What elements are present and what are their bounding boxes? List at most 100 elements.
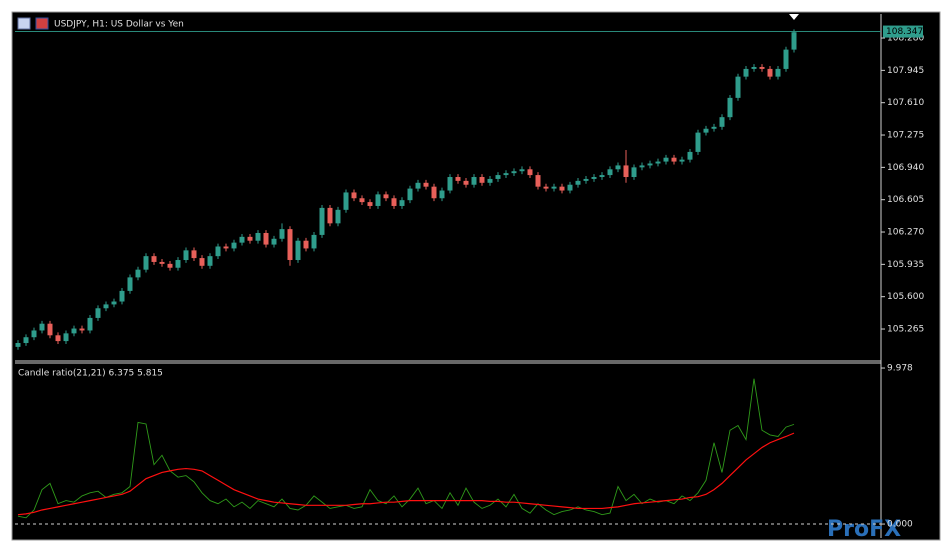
candle-body bbox=[223, 246, 229, 249]
candle-body bbox=[327, 207, 333, 224]
y-tick-label: 105.600 bbox=[887, 292, 924, 302]
candle-body bbox=[359, 198, 365, 203]
candle-body bbox=[79, 328, 85, 331]
candle-body bbox=[639, 165, 645, 168]
symbol-icon bbox=[17, 17, 31, 30]
candle-body bbox=[751, 66, 757, 69]
candle-body bbox=[503, 173, 509, 176]
candle-body bbox=[47, 323, 53, 336]
candle-body bbox=[151, 256, 157, 262]
y-tick-label: 9.978 bbox=[887, 364, 913, 374]
candle-body bbox=[303, 240, 309, 249]
candle-body bbox=[63, 333, 69, 342]
candle-body bbox=[423, 182, 429, 187]
y-tick-label: 107.275 bbox=[887, 131, 924, 141]
candle-body bbox=[663, 157, 669, 162]
candle-body bbox=[239, 236, 245, 243]
candle-body bbox=[351, 192, 357, 199]
candle-body bbox=[383, 194, 389, 199]
candle-body bbox=[543, 186, 549, 189]
candle-body bbox=[191, 250, 197, 259]
candle-body bbox=[103, 304, 109, 309]
candle-body bbox=[287, 229, 293, 261]
candle-body bbox=[535, 175, 541, 187]
candle-body bbox=[39, 323, 45, 331]
candle-body bbox=[591, 177, 597, 179]
candle-body bbox=[367, 202, 373, 206]
candle-body bbox=[455, 177, 461, 181]
last-price-box bbox=[883, 25, 923, 38]
candle-body bbox=[119, 290, 125, 302]
candle-body bbox=[15, 343, 21, 347]
candle-body bbox=[575, 180, 581, 185]
candle-body bbox=[551, 186, 557, 189]
candle-body bbox=[199, 258, 205, 266]
candle-body bbox=[767, 68, 773, 77]
candle-body bbox=[671, 157, 677, 162]
candle-body bbox=[263, 232, 269, 245]
candle-body bbox=[143, 256, 149, 270]
candle-body bbox=[295, 240, 301, 261]
candle-body bbox=[335, 209, 341, 224]
candle-body bbox=[87, 317, 93, 331]
chart-frame bbox=[11, 11, 941, 541]
candle-body bbox=[375, 194, 381, 206]
shift-marker bbox=[789, 14, 799, 20]
candle-body bbox=[343, 192, 349, 210]
candle-body bbox=[231, 242, 237, 249]
candle-body bbox=[159, 261, 165, 264]
candle-body bbox=[719, 117, 725, 127]
candle-body bbox=[311, 234, 317, 249]
candle-body bbox=[71, 328, 77, 334]
candle-body bbox=[631, 167, 637, 178]
candle-body bbox=[495, 175, 501, 179]
candle-body bbox=[759, 66, 765, 69]
y-tick-label: 106.940 bbox=[887, 163, 924, 173]
y-tick-label: 108.280 bbox=[887, 34, 924, 44]
candle-body bbox=[399, 200, 405, 206]
candle-body bbox=[647, 163, 653, 166]
y-tick-label: 0.000 bbox=[887, 520, 913, 530]
candle-body bbox=[607, 169, 613, 176]
candle-body bbox=[599, 175, 605, 178]
candle-body bbox=[583, 178, 589, 181]
candle-body bbox=[447, 177, 453, 191]
candle-body bbox=[655, 161, 661, 164]
candle-body bbox=[519, 169, 525, 172]
candle-body bbox=[615, 165, 621, 170]
indicator-title: Candle ratio(21,21) 6.375 5.815 bbox=[18, 369, 163, 379]
y-tick-label: 107.945 bbox=[887, 66, 924, 76]
candle-body bbox=[559, 186, 565, 191]
candle-body bbox=[207, 256, 213, 266]
flag-icon bbox=[35, 17, 49, 30]
candle-body bbox=[679, 159, 685, 162]
candle-body bbox=[55, 335, 61, 342]
y-tick-label: 105.265 bbox=[887, 325, 924, 335]
candle-body bbox=[511, 171, 517, 174]
candle-body bbox=[703, 128, 709, 133]
candle-body bbox=[407, 188, 413, 201]
candle-body bbox=[167, 263, 173, 268]
candle-body bbox=[23, 337, 29, 344]
y-tick-label: 107.610 bbox=[887, 98, 924, 108]
candle-body bbox=[127, 277, 133, 291]
candle-body bbox=[567, 184, 573, 191]
candle-body bbox=[279, 229, 285, 239]
candle-body bbox=[727, 97, 733, 118]
candle-body bbox=[391, 198, 397, 206]
candle-body bbox=[471, 177, 477, 185]
y-tick-label: 106.270 bbox=[887, 228, 924, 238]
candle-body bbox=[111, 301, 117, 305]
candle-body bbox=[183, 250, 189, 261]
watermark: ProFX bbox=[827, 517, 901, 542]
candle-body bbox=[255, 232, 261, 241]
candle-body bbox=[271, 238, 277, 245]
candle-body bbox=[791, 32, 797, 50]
candle-body bbox=[463, 180, 469, 185]
candle-body bbox=[743, 68, 749, 77]
chart-title: USDJPY, H1: US Dollar vs Yen bbox=[54, 20, 184, 30]
candle-body bbox=[95, 308, 101, 318]
candle-body bbox=[439, 190, 445, 199]
